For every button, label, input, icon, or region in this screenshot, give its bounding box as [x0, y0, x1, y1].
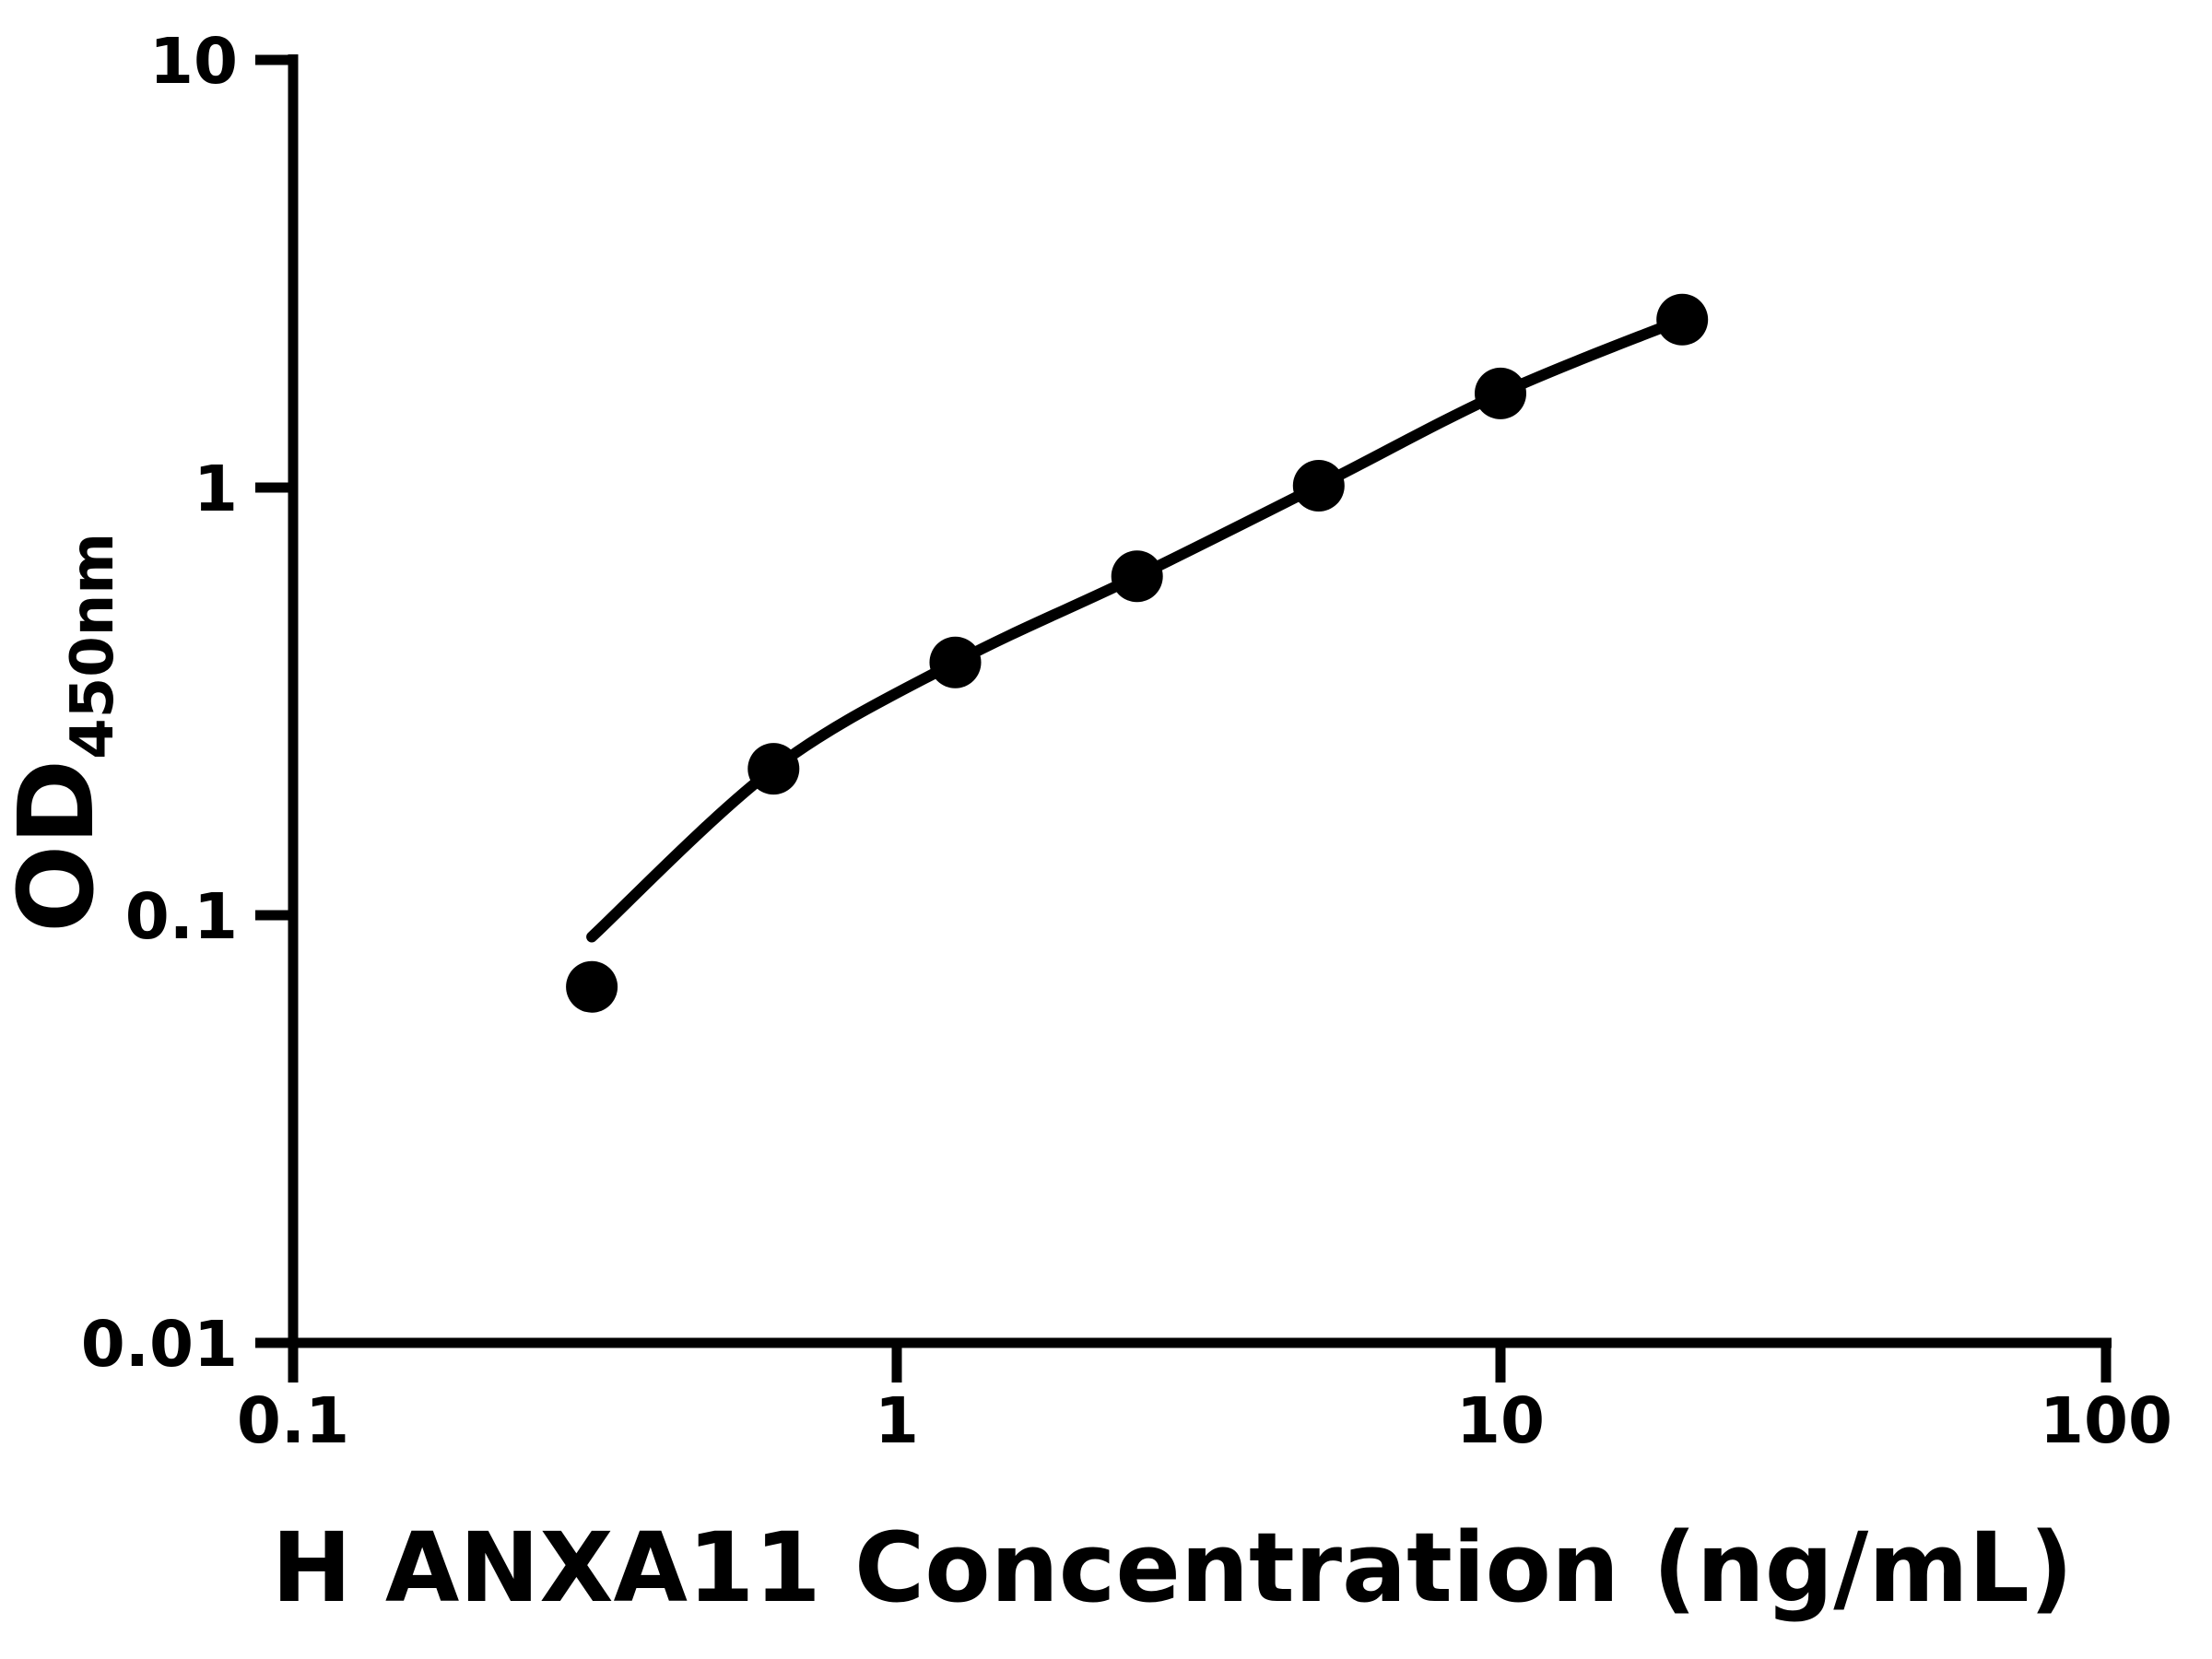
axes	[255, 54, 2112, 1382]
x-axis-title: H ANXA11 Concentration (ng/mL)	[272, 1512, 2074, 1624]
x-tick-label-100: 100	[2040, 1384, 2172, 1458]
fit-curve	[586, 313, 1688, 943]
y-axis-title-main: OD	[0, 759, 117, 933]
data-points	[566, 293, 1709, 1013]
data-point	[747, 743, 800, 795]
y-axis-title-subscript: 450nm	[59, 533, 127, 759]
y-tick-label-0-01: 0.01	[81, 1308, 238, 1382]
y-axis-title: OD450nm	[0, 533, 127, 933]
x-tick-label-10: 10	[1456, 1384, 1545, 1458]
y-tick-label-10: 10	[149, 25, 238, 99]
data-point	[1111, 550, 1163, 603]
x-tick-label-1: 1	[875, 1384, 919, 1458]
y-tick-label-1: 1	[194, 453, 238, 526]
data-point	[1292, 460, 1345, 512]
y-tick-label-0-1: 0.1	[125, 880, 238, 954]
data-point	[929, 636, 982, 688]
data-point	[1656, 293, 1709, 346]
data-point	[1475, 367, 1526, 419]
data-point	[566, 960, 618, 1013]
x-tick-label-0-1: 0.1	[237, 1384, 349, 1458]
